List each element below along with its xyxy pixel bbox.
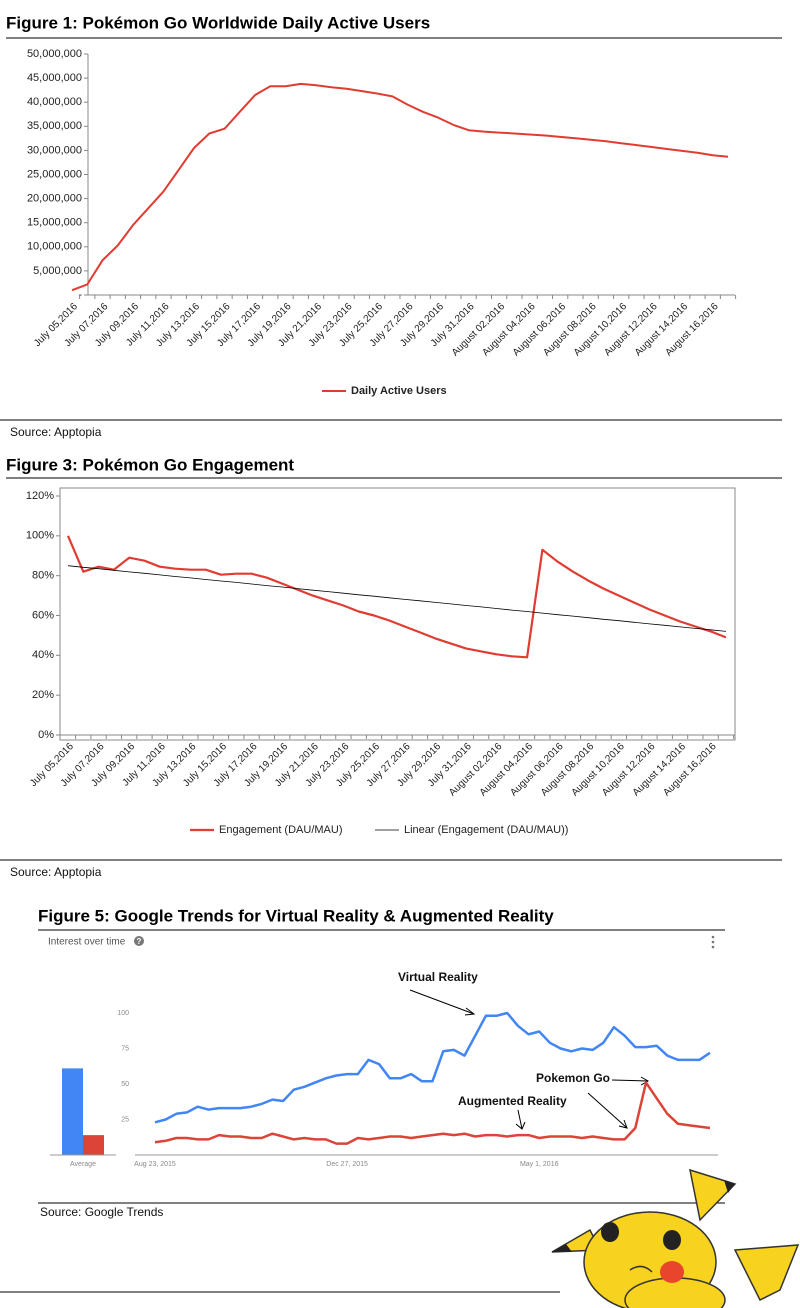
y-tick-label: 120%: [26, 490, 54, 502]
legend-label: Daily Active Users: [351, 385, 447, 397]
y-tick-label: 75: [121, 1045, 129, 1052]
figure-title: Figure 5: Google Trends for Virtual Real…: [38, 906, 554, 925]
legend-label: Engagement (DAU/MAU): [219, 824, 343, 836]
x-tick-label: Dec 27, 2015: [326, 1161, 368, 1168]
series-line: [154, 1081, 711, 1145]
legend-label: Linear (Engagement (DAU/MAU)): [404, 824, 568, 836]
y-tick-label: 30,000,000: [27, 144, 82, 156]
y-tick-label: 100: [117, 1010, 129, 1017]
x-tick-label: Aug 23, 2015: [134, 1161, 176, 1168]
y-tick-label: 25: [121, 1116, 129, 1123]
y-tick-label: 15,000,000: [27, 217, 82, 229]
y-tick-label: 10,000,000: [27, 241, 82, 253]
help-glyph: ?: [137, 937, 142, 946]
y-tick-label: 45,000,000: [27, 72, 82, 84]
average-label: Average: [70, 1161, 96, 1168]
menu-icon: [711, 935, 715, 949]
series-line: [67, 565, 727, 632]
y-tick-label: 40,000,000: [27, 96, 82, 108]
y-tick-label: 50,000,000: [27, 48, 82, 60]
series-annotation: Virtual Reality: [398, 970, 478, 984]
annotation: Pokemon Go: [536, 1071, 610, 1085]
source: Source: Google Trends: [40, 1205, 163, 1219]
series-annotation: Augmented Reality: [458, 1094, 567, 1108]
x-tick-label: May 1, 2016: [520, 1161, 559, 1168]
y-tick-label: 50: [121, 1081, 129, 1088]
y-tick-label: 0%: [38, 729, 54, 741]
series-line: [66, 535, 727, 659]
y-tick-label: -: [78, 289, 82, 301]
series-line: [154, 1011, 711, 1124]
y-tick-label: 40%: [32, 649, 54, 661]
source: Source: Apptopia: [10, 425, 102, 439]
average-bar: [62, 1068, 83, 1155]
y-tick-label: 35,000,000: [27, 120, 82, 132]
series-line: [71, 82, 729, 292]
y-tick-label: 60%: [32, 609, 54, 621]
y-tick-label: 25,000,000: [27, 168, 82, 180]
help-icon: [134, 936, 144, 946]
pikachu-illustration: [551, 1168, 800, 1308]
subtitle: Interest over time: [48, 937, 126, 948]
source: Source: Apptopia: [10, 865, 102, 879]
figure-title: Figure 3: Pokémon Go Engagement: [6, 455, 294, 474]
annotation-arrows: [409, 989, 650, 1130]
average-bar: [83, 1135, 104, 1155]
figure-title: Figure 1: Pokémon Go Worldwide Daily Act…: [6, 13, 430, 32]
plot-frame: [59, 487, 736, 741]
y-tick-label: 5,000,000: [33, 265, 82, 277]
y-tick-label: 100%: [26, 530, 54, 542]
y-tick-label: 20%: [32, 689, 54, 701]
y-tick-label: 20,000,000: [27, 193, 82, 205]
y-tick-label: 80%: [32, 570, 54, 582]
